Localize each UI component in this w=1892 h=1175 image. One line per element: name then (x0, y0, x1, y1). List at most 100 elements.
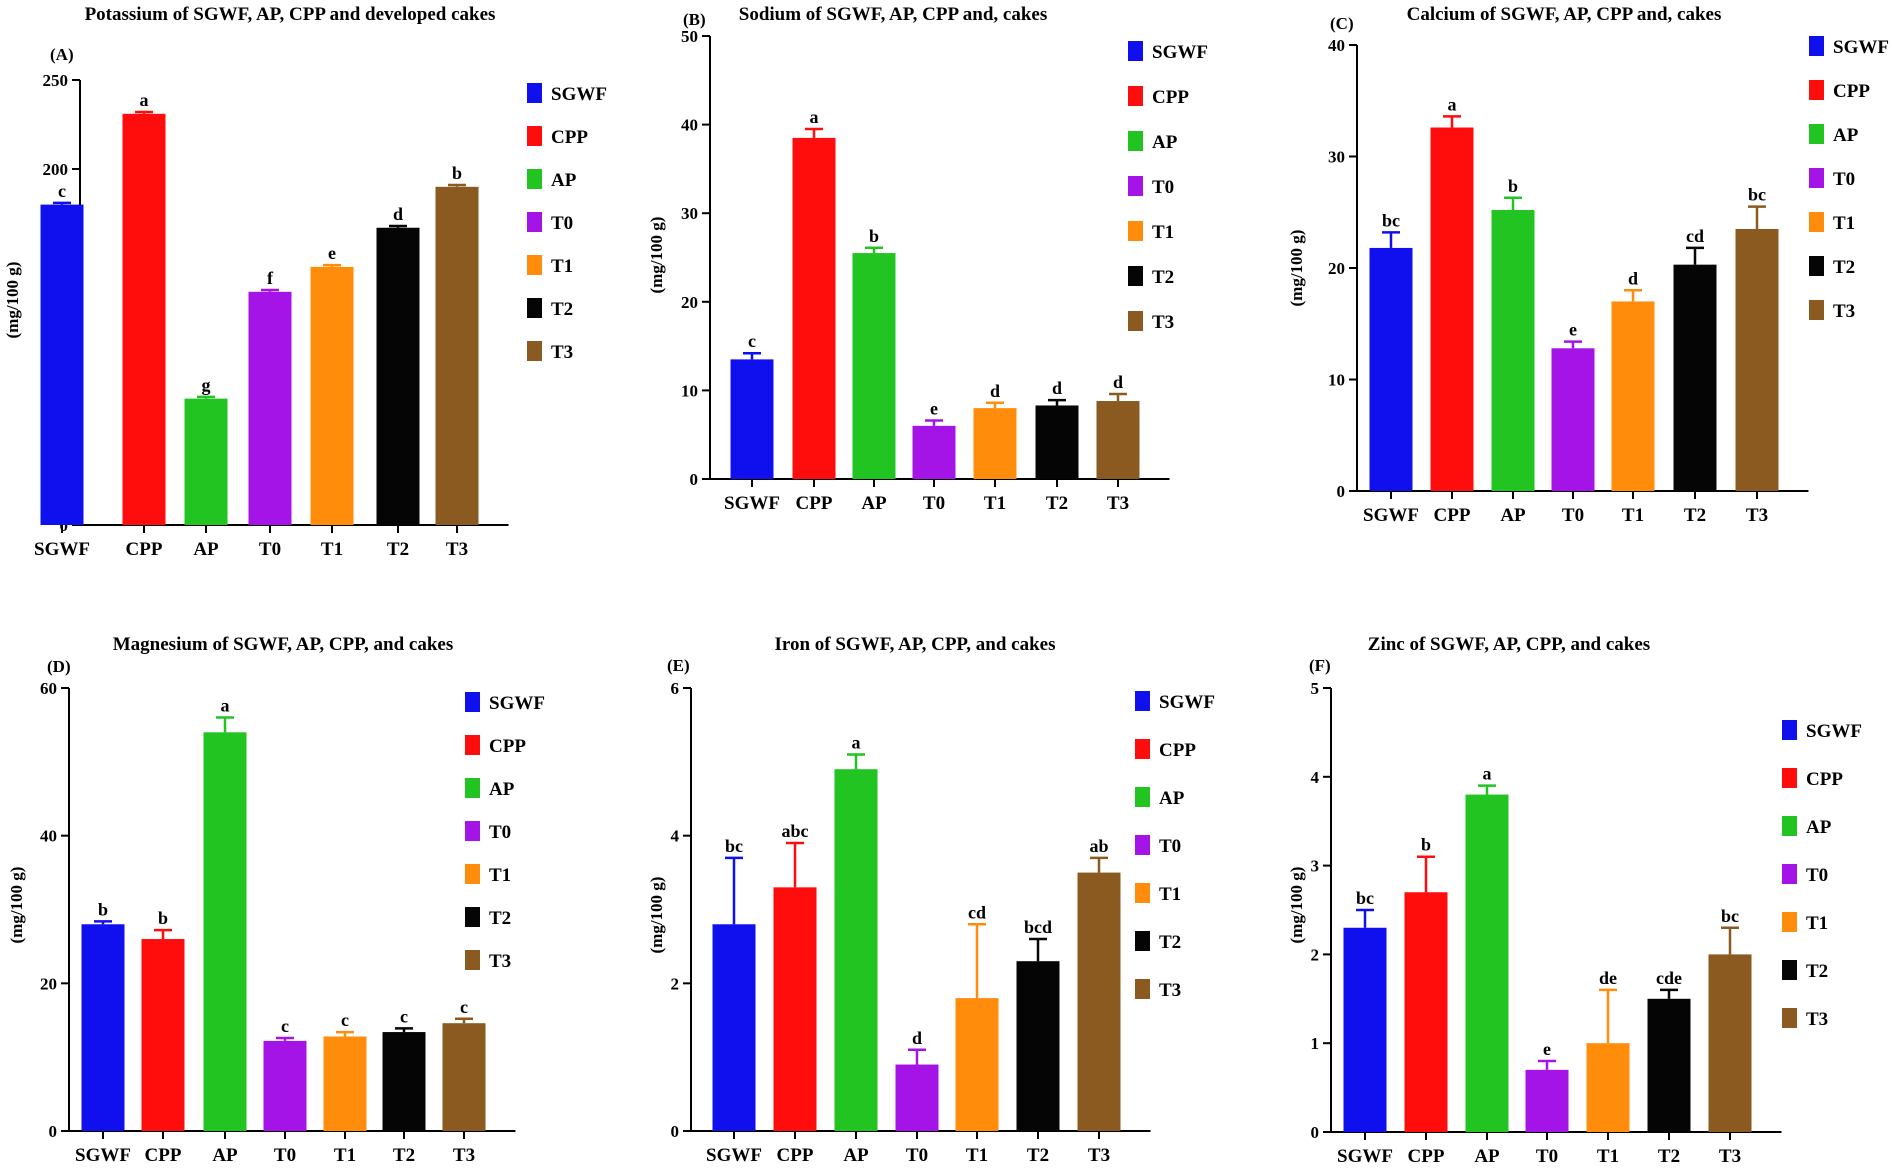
legend-label: T0 (1806, 865, 1828, 886)
chart-panel-b: Sodium of SGWF, AP, CPP and, cakes (B) (mg… (647, 4, 1208, 514)
legend-swatch-ap (465, 778, 480, 798)
significance-letter: c (748, 331, 756, 351)
legend-label: CPP (1159, 740, 1196, 761)
legend-label: T0 (1159, 836, 1181, 857)
bar-t3 (442, 1023, 486, 1131)
legend-label: T3 (1152, 312, 1174, 333)
legend: SGWF CPP AP T0 T1 T2 T3 (1128, 41, 1208, 333)
significance-letter: d (990, 381, 1000, 401)
bar-t3 (1096, 401, 1140, 479)
significance-letter: bc (1721, 906, 1739, 926)
legend-swatch-t1 (527, 255, 542, 275)
y-tick-label: 0 (1311, 1123, 1320, 1142)
bar-cpp (122, 113, 166, 525)
legend-swatch-t1 (465, 864, 480, 884)
x-tick-label: CPP (145, 1145, 182, 1166)
significance-letter: b (1421, 835, 1431, 855)
legend: SGWF CPP AP T0 T1 T2 T3 (1135, 691, 1215, 1001)
legend-swatch-sgwf (1782, 720, 1797, 740)
significance-letter: bc (725, 836, 743, 856)
bar-t1 (973, 408, 1017, 479)
x-tick-label: T0 (259, 539, 281, 560)
legend-swatch-sgwf (1128, 41, 1143, 61)
legend-label: T2 (1159, 932, 1181, 953)
legend-swatch-t1 (1782, 912, 1797, 932)
bar-sgwf (712, 924, 756, 1131)
chart-panel-d: Magnesium of SGWF, AP, CPP, and cakes (D)… (7, 634, 545, 1166)
bar-t0 (912, 425, 956, 479)
bar-ap (834, 769, 878, 1131)
bar-sgwf (40, 204, 84, 525)
legend-swatch-cpp (1128, 86, 1143, 106)
significance-letter: d (1113, 372, 1123, 392)
legend-label: T1 (1833, 213, 1855, 234)
x-tick-label: T2 (1027, 1145, 1049, 1166)
y-tick-label: 1 (1311, 1034, 1320, 1053)
legend-swatch-cpp (1135, 739, 1150, 759)
x-tick-label: T0 (1562, 505, 1584, 526)
significance-letter: d (912, 1028, 922, 1048)
legend-label: SGWF (489, 693, 545, 714)
x-tick-label: T3 (453, 1145, 475, 1166)
legend-swatch-t3 (527, 341, 542, 361)
bar-t3 (1735, 228, 1779, 491)
bar-t1 (310, 266, 354, 525)
y-tick-label: 20 (1328, 259, 1345, 278)
bar-sgwf (81, 924, 125, 1131)
bar-t2 (1647, 998, 1691, 1132)
legend-swatch-cpp (1809, 80, 1824, 100)
bar-t0 (895, 1064, 939, 1131)
legend-swatch-t0 (1128, 176, 1143, 196)
legend-swatch-t2 (1135, 931, 1150, 951)
chart-panel-a: Potassium of SGWF, AP, CPP and developed… (3, 4, 607, 560)
significance-letter: a (140, 90, 149, 110)
x-tick-label: T2 (1658, 1146, 1680, 1167)
significance-letter: d (393, 204, 403, 224)
bar-sgwf (1369, 247, 1413, 491)
legend-label: T0 (489, 822, 511, 843)
significance-letter: cd (968, 902, 986, 922)
y-tick-label: 20 (40, 974, 57, 993)
x-tick-label: SGWF (1337, 1146, 1393, 1167)
significance-letter: d (1628, 268, 1638, 288)
bar-t2 (1016, 961, 1060, 1131)
x-tick-label: T2 (1684, 505, 1706, 526)
chart-title: Potassium of SGWF, AP, CPP and developed… (85, 4, 496, 25)
x-tick-label: T2 (393, 1145, 415, 1166)
significance-letter: c (400, 1006, 408, 1026)
panel-label: (D) (47, 657, 71, 676)
legend-label: T2 (1152, 267, 1174, 288)
bar-t3 (435, 186, 479, 526)
legend-label: T1 (1806, 913, 1828, 934)
significance-letter: de (1599, 968, 1617, 988)
y-axis-label: (mg/100 g) (647, 217, 666, 294)
x-tick-label: T0 (1536, 1146, 1558, 1167)
bar-t1 (955, 998, 999, 1131)
x-tick-label: T3 (1746, 505, 1768, 526)
y-axis-label: (mg/100 g) (3, 262, 22, 339)
legend-swatch-t3 (465, 950, 480, 970)
legend-swatch-t0 (1135, 835, 1150, 855)
legend-label: CPP (1806, 769, 1843, 790)
y-tick-label: 4 (671, 827, 680, 846)
chart-panel-f: Zinc of SGWF, AP, CPP, and cakes (F) (mg/1… (1287, 634, 1862, 1167)
chart-title: Zinc of SGWF, AP, CPP, and cakes (1368, 634, 1650, 655)
x-tick-label: SGWF (75, 1145, 131, 1166)
legend-label: SGWF (1833, 37, 1889, 58)
legend-label: T1 (1152, 222, 1174, 243)
y-tick-label: 4 (1311, 768, 1320, 787)
legend-swatch-ap (527, 169, 542, 189)
bar-ap (1491, 210, 1535, 491)
significance-letter: c (281, 1016, 289, 1036)
legend-label: T2 (1806, 961, 1828, 982)
bar-cpp (1404, 892, 1448, 1132)
legend-label: AP (1159, 788, 1185, 809)
y-tick-label: 10 (1328, 371, 1345, 390)
legend-swatch-t1 (1128, 221, 1143, 241)
y-tick-label: 60 (40, 679, 57, 698)
significance-letter: b (869, 226, 879, 246)
x-tick-label: T1 (1597, 1146, 1619, 1167)
legend-swatch-cpp (465, 735, 480, 755)
x-tick-label: T3 (1107, 493, 1129, 514)
y-tick-label: 2 (671, 974, 680, 993)
